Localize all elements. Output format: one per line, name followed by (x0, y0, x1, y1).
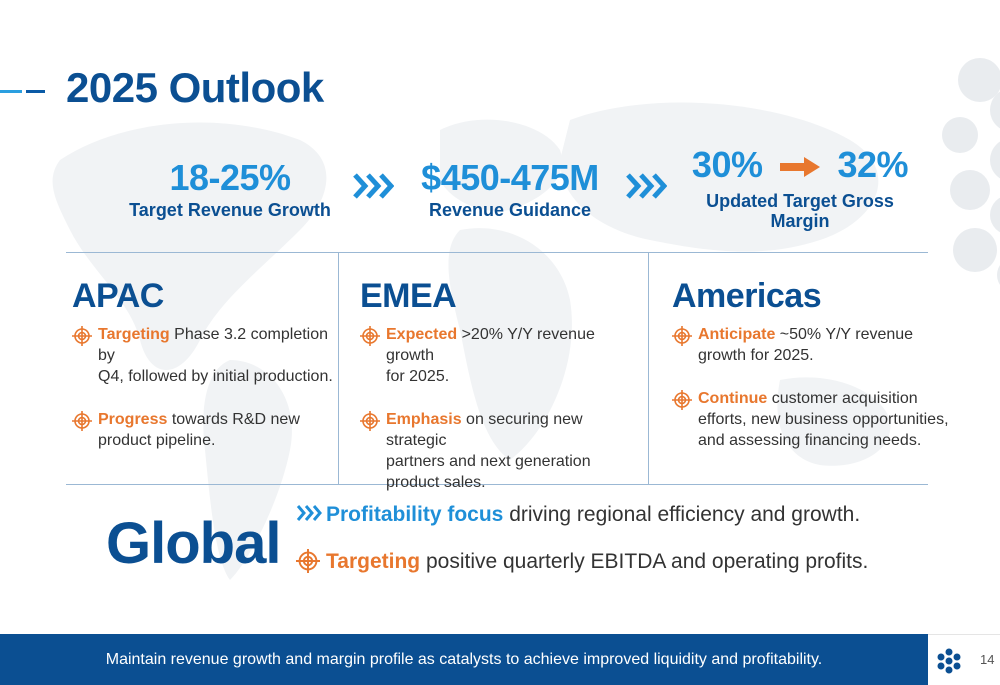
divider-col2 (648, 252, 649, 484)
bullet-text: efforts, new business opportunities, (698, 411, 949, 428)
target-icon (72, 326, 92, 346)
bullet-text: product pipeline. (98, 432, 216, 449)
footer-logo-area (928, 634, 1000, 685)
global-keyword: Profitability focus (326, 503, 504, 526)
bullet-text: and assessing financing needs. (698, 432, 922, 449)
target-icon (672, 326, 692, 346)
bullet-keyword: Anticipate (698, 326, 776, 343)
list-item: Continue customer acquisition efforts, n… (672, 388, 957, 451)
global-line-targeting: Targeting positive quarterly EBITDA and … (296, 549, 868, 574)
bullet-keyword: Progress (98, 411, 168, 428)
bullet-text: partners and next generation (386, 453, 591, 470)
region-title: APAC (72, 277, 164, 315)
divider-bottom (66, 484, 928, 485)
chevron-triple-icon (296, 505, 322, 521)
kpi-margin-from: 30% (691, 144, 763, 185)
global-line-profitability: Profitability focus driving regional eff… (296, 503, 860, 527)
kpi-value: $450-475M (421, 157, 599, 198)
kpi-gross-margin: 30% 32% Updated Target Gross Margin (680, 145, 920, 232)
target-icon (296, 549, 320, 573)
bullet-text: growth for 2025. (698, 347, 814, 364)
global-text: driving regional efficiency and growth. (503, 503, 861, 526)
bullet-text: >20% Y/Y revenue growth (386, 326, 595, 364)
region-title: EMEA (360, 277, 457, 315)
list-item: Targeting Phase 3.2 completion by Q4, fo… (72, 324, 337, 387)
bullet-text: towards R&D new (167, 411, 300, 428)
kpi-revenue-growth: 18-25% Target Revenue Growth (120, 157, 340, 221)
bullet-keyword: Continue (698, 390, 768, 407)
list-item: Expected >20% Y/Y revenue growth for 202… (360, 324, 645, 387)
kpi-margin-values: 30% 32% (680, 145, 920, 185)
chevron-triple-icon (353, 173, 394, 199)
bullet-keyword: Emphasis (386, 411, 462, 428)
target-icon (360, 411, 380, 431)
title-accent-rule (0, 90, 45, 93)
arrow-right-icon (780, 157, 820, 178)
footer-text: Maintain revenue growth and margin profi… (105, 650, 823, 668)
bullet-keyword: Expected (386, 326, 458, 343)
global-text: positive quarterly EBITDA and operating … (420, 550, 869, 573)
decorative-circles (942, 58, 1000, 285)
kpi-revenue-guidance: $450-475M Revenue Guidance (400, 157, 620, 221)
target-icon (72, 411, 92, 431)
kpi-label-line1: Updated Target Gross (706, 191, 894, 211)
page-title: 2025 Outlook (66, 64, 324, 111)
region-apac: APAC Targeting Phase 3.2 completion by Q… (72, 276, 337, 451)
region-emea: EMEA Expected >20% Y/Y revenue growth fo… (360, 276, 645, 493)
region-americas: Americas Anticipate ~50% Y/Y revenue gro… (672, 276, 957, 451)
footer-banner: Maintain revenue growth and margin profi… (0, 634, 928, 685)
bullet-text: Q4, followed by initial production. (98, 368, 333, 385)
kpi-label: Revenue Guidance (428, 200, 592, 220)
bullet-text: customer acquisition (767, 390, 918, 407)
divider-top (66, 252, 928, 253)
bullet-keyword: Targeting (98, 326, 170, 343)
bullet-text: product sales. (386, 474, 486, 491)
kpi-label: Target Revenue Growth (129, 200, 331, 220)
bullet-text: on securing new strategic (386, 411, 583, 449)
bullet-text: for 2025. (386, 368, 450, 385)
target-icon (360, 326, 380, 346)
region-title: Americas (672, 277, 822, 315)
chevron-triple-icon (626, 173, 667, 199)
global-keyword: Targeting (326, 550, 421, 573)
list-item: Progress towards R&D new product pipelin… (72, 409, 337, 451)
list-item: Anticipate ~50% Y/Y revenue growth for 2… (672, 324, 957, 366)
logo-icon (937, 648, 961, 674)
divider-col1 (338, 252, 339, 484)
global-title: Global (106, 511, 281, 576)
target-icon (672, 390, 692, 410)
kpi-value: 18-25% (169, 157, 291, 198)
kpi-label-line2: Margin (770, 211, 830, 231)
page-number: 14 (980, 652, 995, 667)
bullet-text: Phase 3.2 completion by (98, 326, 329, 364)
bullet-text: ~50% Y/Y revenue (775, 326, 914, 343)
list-item: Emphasis on securing new strategic partn… (360, 409, 645, 493)
kpi-margin-to: 32% (837, 144, 909, 185)
